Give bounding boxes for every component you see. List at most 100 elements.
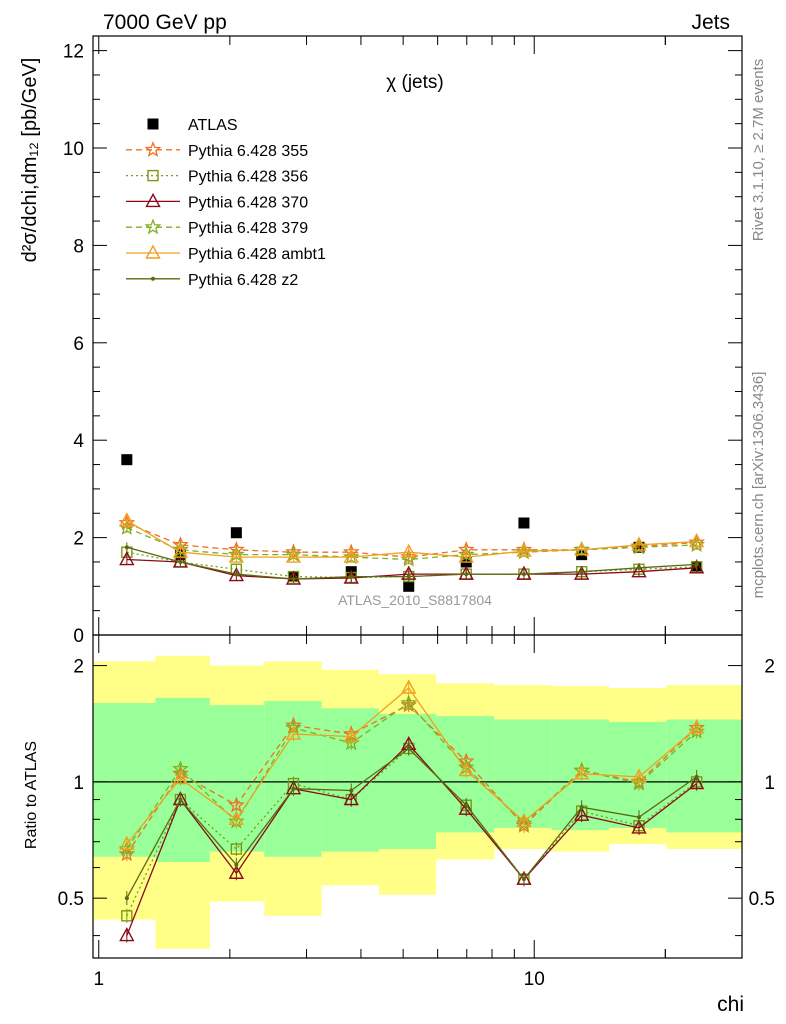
- data-point: [516, 542, 532, 557]
- ratio-point: [172, 770, 189, 785]
- main-y-tick-label: 10: [63, 139, 84, 160]
- legend-item: Pythia 6.428 ambt1: [126, 244, 326, 263]
- ratio-point: [516, 812, 532, 828]
- legend-label: Pythia 6.428 ambt1: [188, 246, 326, 263]
- legend-marker: [144, 218, 162, 235]
- data-point: [573, 541, 590, 556]
- ratio-y-axis-label: Ratio to ATLAS: [23, 741, 40, 849]
- legend-label: Pythia 6.428 370: [188, 194, 308, 211]
- ratio-point: [121, 910, 133, 922]
- uncertainty-band-green: [609, 721, 667, 828]
- ratio-point: [119, 835, 135, 850]
- main-y-tick-label: 0: [73, 626, 84, 647]
- ratio-point: [573, 765, 590, 780]
- ratio-point: [458, 762, 474, 777]
- data-point: [573, 565, 590, 580]
- data-point: [228, 548, 245, 563]
- legend-marker: [147, 169, 159, 182]
- ratio-point: [228, 796, 245, 813]
- legend: ATLAS Pythia 6.428 355 Pythia 6.428 356 Pyt…: [126, 117, 326, 289]
- series-line: [126, 522, 697, 558]
- data-point: [121, 454, 133, 466]
- main-y-tick-label: 4: [73, 431, 84, 452]
- ratio-y-tick-label: 2: [73, 657, 84, 678]
- data-point: [349, 574, 354, 579]
- uncertainty-band-green: [494, 719, 552, 828]
- data-point: [406, 574, 411, 579]
- main-series: [118, 514, 705, 565]
- main-y-tick-label: 6: [73, 334, 84, 355]
- main-y-tick-label: 2: [73, 529, 84, 550]
- mcplots-side-label: mcplots.cern.ch [arXiv:1306.3436]: [750, 372, 767, 599]
- ratio-y-tick-label: 0.5: [58, 889, 84, 910]
- plot-title: χ (jets): [386, 72, 443, 93]
- data-point: [119, 512, 135, 527]
- data-point: [124, 545, 129, 550]
- data-point: [631, 536, 647, 551]
- data-point: [521, 572, 526, 577]
- ratio-point: [631, 819, 647, 834]
- ratio-frame: [92, 634, 743, 959]
- data-point: [234, 572, 239, 577]
- ratio-point: [688, 775, 705, 790]
- legend-label: Pythia 6.428 z2: [188, 272, 298, 289]
- data-point: [403, 580, 415, 592]
- data-point: [230, 527, 242, 539]
- legend-label: Pythia 6.428 379: [188, 220, 308, 237]
- legend-label: Pythia 6.428 355: [188, 143, 308, 160]
- rivet-side-label: Rivet 3.1.10, ≥ 2.7M events: [750, 59, 767, 242]
- uncertainty-band-green: [93, 703, 156, 857]
- main-series: [124, 542, 699, 584]
- header-right: Jets: [691, 11, 730, 34]
- data-point: [636, 565, 641, 570]
- ratio-point: [291, 786, 296, 791]
- ratio-point: [406, 746, 411, 751]
- legend-marker: [145, 244, 161, 259]
- data-point: [291, 576, 296, 581]
- legend-label: ATLAS: [188, 117, 238, 134]
- ratio-panel: [93, 655, 742, 949]
- x-axis-label: chi: [717, 993, 744, 1016]
- data-point: [401, 543, 417, 558]
- x-tick-label: 10: [524, 969, 545, 990]
- legend-item: Pythia 6.428 z2: [126, 272, 298, 289]
- uncertainty-band-green: [436, 716, 495, 833]
- ratio-point: [124, 896, 129, 901]
- data-point: [694, 562, 699, 567]
- data-point: [688, 559, 705, 574]
- ratio-point: [178, 797, 183, 802]
- ratio-point: [688, 719, 705, 734]
- uncertainty-band-green: [666, 719, 742, 833]
- ratio-point: [343, 791, 359, 806]
- data-point: [178, 559, 183, 564]
- ratio-point: [521, 877, 526, 882]
- legend-label: Pythia 6.428 356: [188, 169, 308, 186]
- main-panel: ATLAS Pythia 6.428 355 Pythia 6.428 356 Pyt…: [118, 117, 706, 592]
- legend-item: Pythia 6.428 370: [126, 192, 308, 211]
- ratio-point: [636, 815, 641, 820]
- ratio-point: [228, 864, 245, 879]
- header-left: 7000 GeV pp: [103, 11, 227, 34]
- ratio-point: [230, 843, 243, 855]
- ratio-point: [694, 774, 699, 779]
- ratio-point: [342, 734, 360, 751]
- legend-item: Pythia 6.428 355: [126, 141, 308, 160]
- ratio-y-tick-label-right: 1: [764, 773, 775, 794]
- data-point: [631, 563, 647, 578]
- legend-marker: [145, 192, 161, 208]
- main-series: [119, 512, 705, 563]
- series-line: [126, 527, 697, 561]
- data-point: [285, 548, 302, 563]
- data-point: [464, 572, 469, 577]
- ratio-point: [401, 679, 417, 694]
- data-point: [458, 548, 474, 563]
- legend-marker: [147, 118, 159, 130]
- ratio-point: [400, 694, 418, 711]
- x-tick-label: 1: [93, 969, 104, 990]
- main-y-tick-label: 8: [73, 236, 84, 257]
- ratio-y-tick-label-right: 2: [764, 657, 775, 678]
- ratio-series: [124, 741, 699, 906]
- data-point: [119, 551, 135, 566]
- data-point: [518, 517, 530, 529]
